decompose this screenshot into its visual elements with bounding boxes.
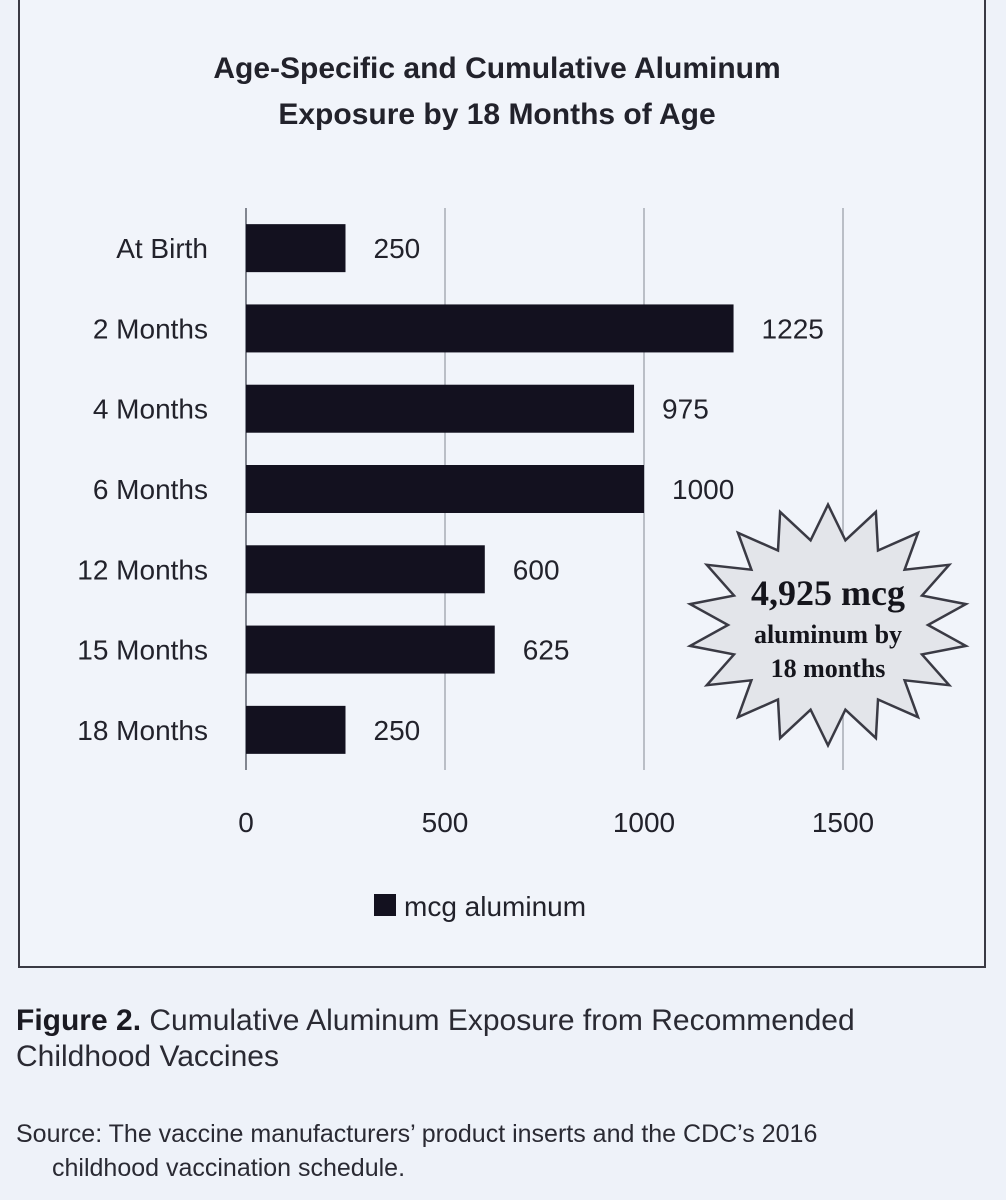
data-label: 1225 [762,313,824,344]
figure-caption-text: Cumulative Aluminum Exposure from Recomm… [16,1004,855,1073]
data-label: 1000 [672,474,734,505]
source-line2: childhood vaccination schedule. [52,1154,406,1182]
figure-label: Figure 2. [16,1004,142,1037]
bar [246,465,644,513]
bar [246,224,346,273]
category-label: 15 Months [77,635,208,666]
x-tick-label: 0 [238,807,254,838]
bar-group [246,224,734,754]
bar [246,384,635,433]
bar [246,705,346,754]
chart: Age-Specific and Cumulative Aluminum Exp… [77,52,970,922]
legend-label: mcg aluminum [404,891,586,922]
x-axis-ticks: 0 500 1000 1500 [238,807,874,838]
starburst-shape [686,501,970,749]
data-label: 250 [374,233,421,264]
data-label: 975 [662,394,709,425]
category-label: 2 Months [93,313,208,344]
bar [246,304,734,353]
callout-starburst: 4,925 mcg aluminum by 18 months [686,501,970,749]
category-label: At Birth [116,233,208,264]
source-line1: Source: The vaccine manufacturers’ produ… [16,1120,818,1148]
category-label: 6 Months [93,474,208,505]
data-labels: 250 1225 975 1000 600 625 250 [374,233,824,746]
bar [246,545,485,594]
x-tick-label: 500 [422,807,469,838]
data-label: 600 [513,554,560,585]
x-tick-label: 1500 [812,807,874,838]
chart-title-line1: Age-Specific and Cumulative Aluminum [213,52,780,85]
callout-total: 4,925 mcg [751,573,905,613]
category-label: 18 Months [77,715,208,746]
data-label: 250 [374,715,421,746]
legend-swatch [374,894,396,916]
callout-line3: 18 months [771,654,886,683]
x-tick-label: 1000 [613,807,675,838]
source-note: Source: The vaccine manufacturers’ produ… [16,1117,996,1185]
figure-caption: Figure 2. Cumulative Aluminum Exposure f… [16,1003,996,1075]
chart-title-line2: Exposure by 18 Months of Age [278,98,715,131]
category-label: 4 Months [93,394,208,425]
bar [246,625,495,674]
legend: mcg aluminum [374,891,586,922]
category-label: 12 Months [77,554,208,585]
callout-line2: aluminum by [754,620,902,649]
category-labels: At Birth 2 Months 4 Months 6 Months 12 Month… [77,233,208,746]
data-label: 625 [523,635,570,666]
